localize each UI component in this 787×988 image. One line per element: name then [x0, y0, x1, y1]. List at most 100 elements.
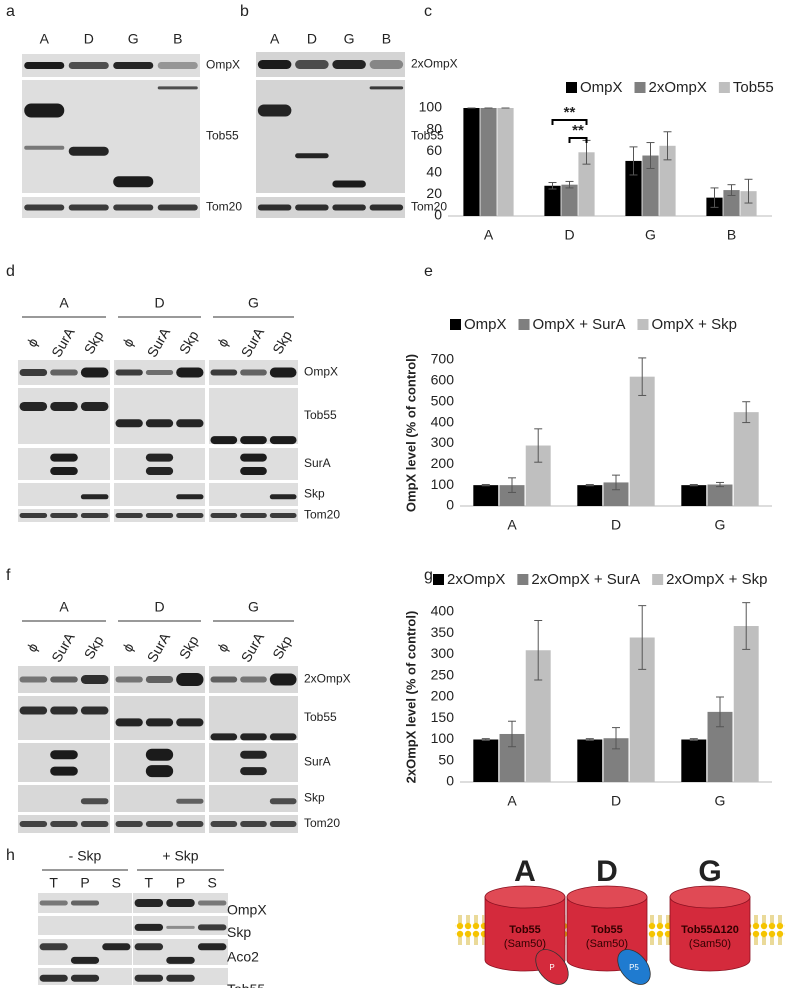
gel-row — [209, 483, 298, 506]
band — [24, 145, 65, 150]
barrel-top — [484, 885, 566, 909]
lane-label: S — [112, 875, 121, 891]
group-label: G — [248, 599, 259, 615]
panel-label: a — [6, 3, 15, 20]
variant-label: D — [596, 855, 618, 888]
protein-label: Tob55 — [509, 924, 541, 936]
band — [240, 513, 267, 518]
row-label: 2xOmpX — [304, 672, 351, 686]
legend-swatch — [518, 319, 530, 330]
bar — [499, 485, 525, 506]
gel-row — [209, 388, 298, 444]
legend-swatch — [637, 319, 649, 330]
panel-label: b — [240, 3, 249, 20]
gel-row — [22, 54, 200, 77]
band — [102, 943, 131, 951]
lane-label: T — [49, 875, 58, 891]
y-tick-label: 300 — [431, 645, 455, 661]
lane-label: SurA — [238, 324, 268, 360]
bar — [480, 108, 497, 216]
bar — [629, 376, 655, 506]
band — [134, 974, 164, 982]
band — [80, 401, 109, 411]
protein-note: (Sam50) — [689, 938, 731, 950]
gel-row — [22, 197, 200, 218]
band — [145, 419, 174, 428]
band — [269, 494, 297, 500]
band — [68, 146, 109, 156]
band — [157, 62, 198, 69]
bar — [625, 160, 642, 216]
bar — [577, 485, 603, 506]
y-tick-label: 80 — [426, 120, 442, 136]
band — [197, 900, 227, 906]
band — [332, 180, 366, 188]
panel-label: f — [6, 567, 11, 584]
row-label: OmpX — [227, 902, 267, 918]
group-label: G — [248, 295, 259, 311]
lane-label: Skp — [269, 633, 295, 662]
lane-label: D — [307, 31, 317, 47]
band — [269, 821, 297, 827]
lane-label: SurA — [144, 629, 174, 665]
row-label: Tob55 — [206, 129, 239, 143]
band — [39, 943, 68, 951]
gel-row — [114, 696, 205, 740]
band — [50, 513, 78, 518]
bar — [707, 484, 733, 506]
error-bar — [585, 738, 594, 741]
bar — [561, 184, 578, 216]
lane-label: G — [344, 31, 355, 47]
band — [68, 62, 109, 69]
band — [50, 369, 78, 376]
protein-note: (Sam50) — [586, 938, 628, 950]
band — [176, 718, 204, 727]
y-tick-label: 150 — [431, 709, 455, 725]
y-tick-label: 0 — [434, 207, 442, 223]
band — [39, 900, 68, 906]
band — [157, 86, 198, 90]
lane-label: P — [80, 875, 89, 891]
lane-label: ϕ — [214, 335, 232, 350]
row-label: SurA — [304, 755, 331, 769]
error-bar — [716, 696, 724, 728]
y-tick-label: 400 — [431, 413, 455, 429]
band — [24, 62, 65, 69]
panel-label: h — [6, 847, 15, 864]
band — [240, 750, 267, 759]
band — [50, 706, 78, 715]
band — [295, 60, 329, 69]
lane-label: Skp — [176, 328, 202, 357]
potra-domain — [617, 949, 651, 985]
band — [210, 436, 238, 445]
sig-bracket — [551, 119, 588, 125]
lane-label: G — [128, 31, 139, 47]
gel-row — [256, 197, 405, 218]
band — [80, 367, 109, 378]
gel-row — [256, 80, 405, 193]
band — [145, 453, 174, 462]
error-bar — [548, 182, 557, 190]
band — [240, 733, 267, 741]
y-tick-label: 40 — [426, 164, 442, 180]
band — [19, 706, 48, 715]
legend-swatch — [634, 82, 646, 93]
legend-label: Tob55 — [733, 79, 774, 96]
band — [240, 821, 267, 827]
row-label: Tob55 — [304, 710, 337, 724]
band — [19, 821, 48, 827]
error-bar — [629, 146, 638, 176]
gel-row — [209, 743, 298, 782]
band — [332, 204, 366, 211]
error-bar — [534, 620, 543, 681]
error-bar — [508, 477, 516, 493]
gel-row — [38, 916, 132, 935]
band — [24, 103, 65, 118]
band — [240, 767, 267, 776]
y-tick-label: 50 — [438, 751, 454, 767]
group-label: A — [59, 599, 69, 615]
bar — [659, 145, 676, 216]
band — [70, 956, 100, 964]
domain-label: P5 — [629, 963, 639, 972]
